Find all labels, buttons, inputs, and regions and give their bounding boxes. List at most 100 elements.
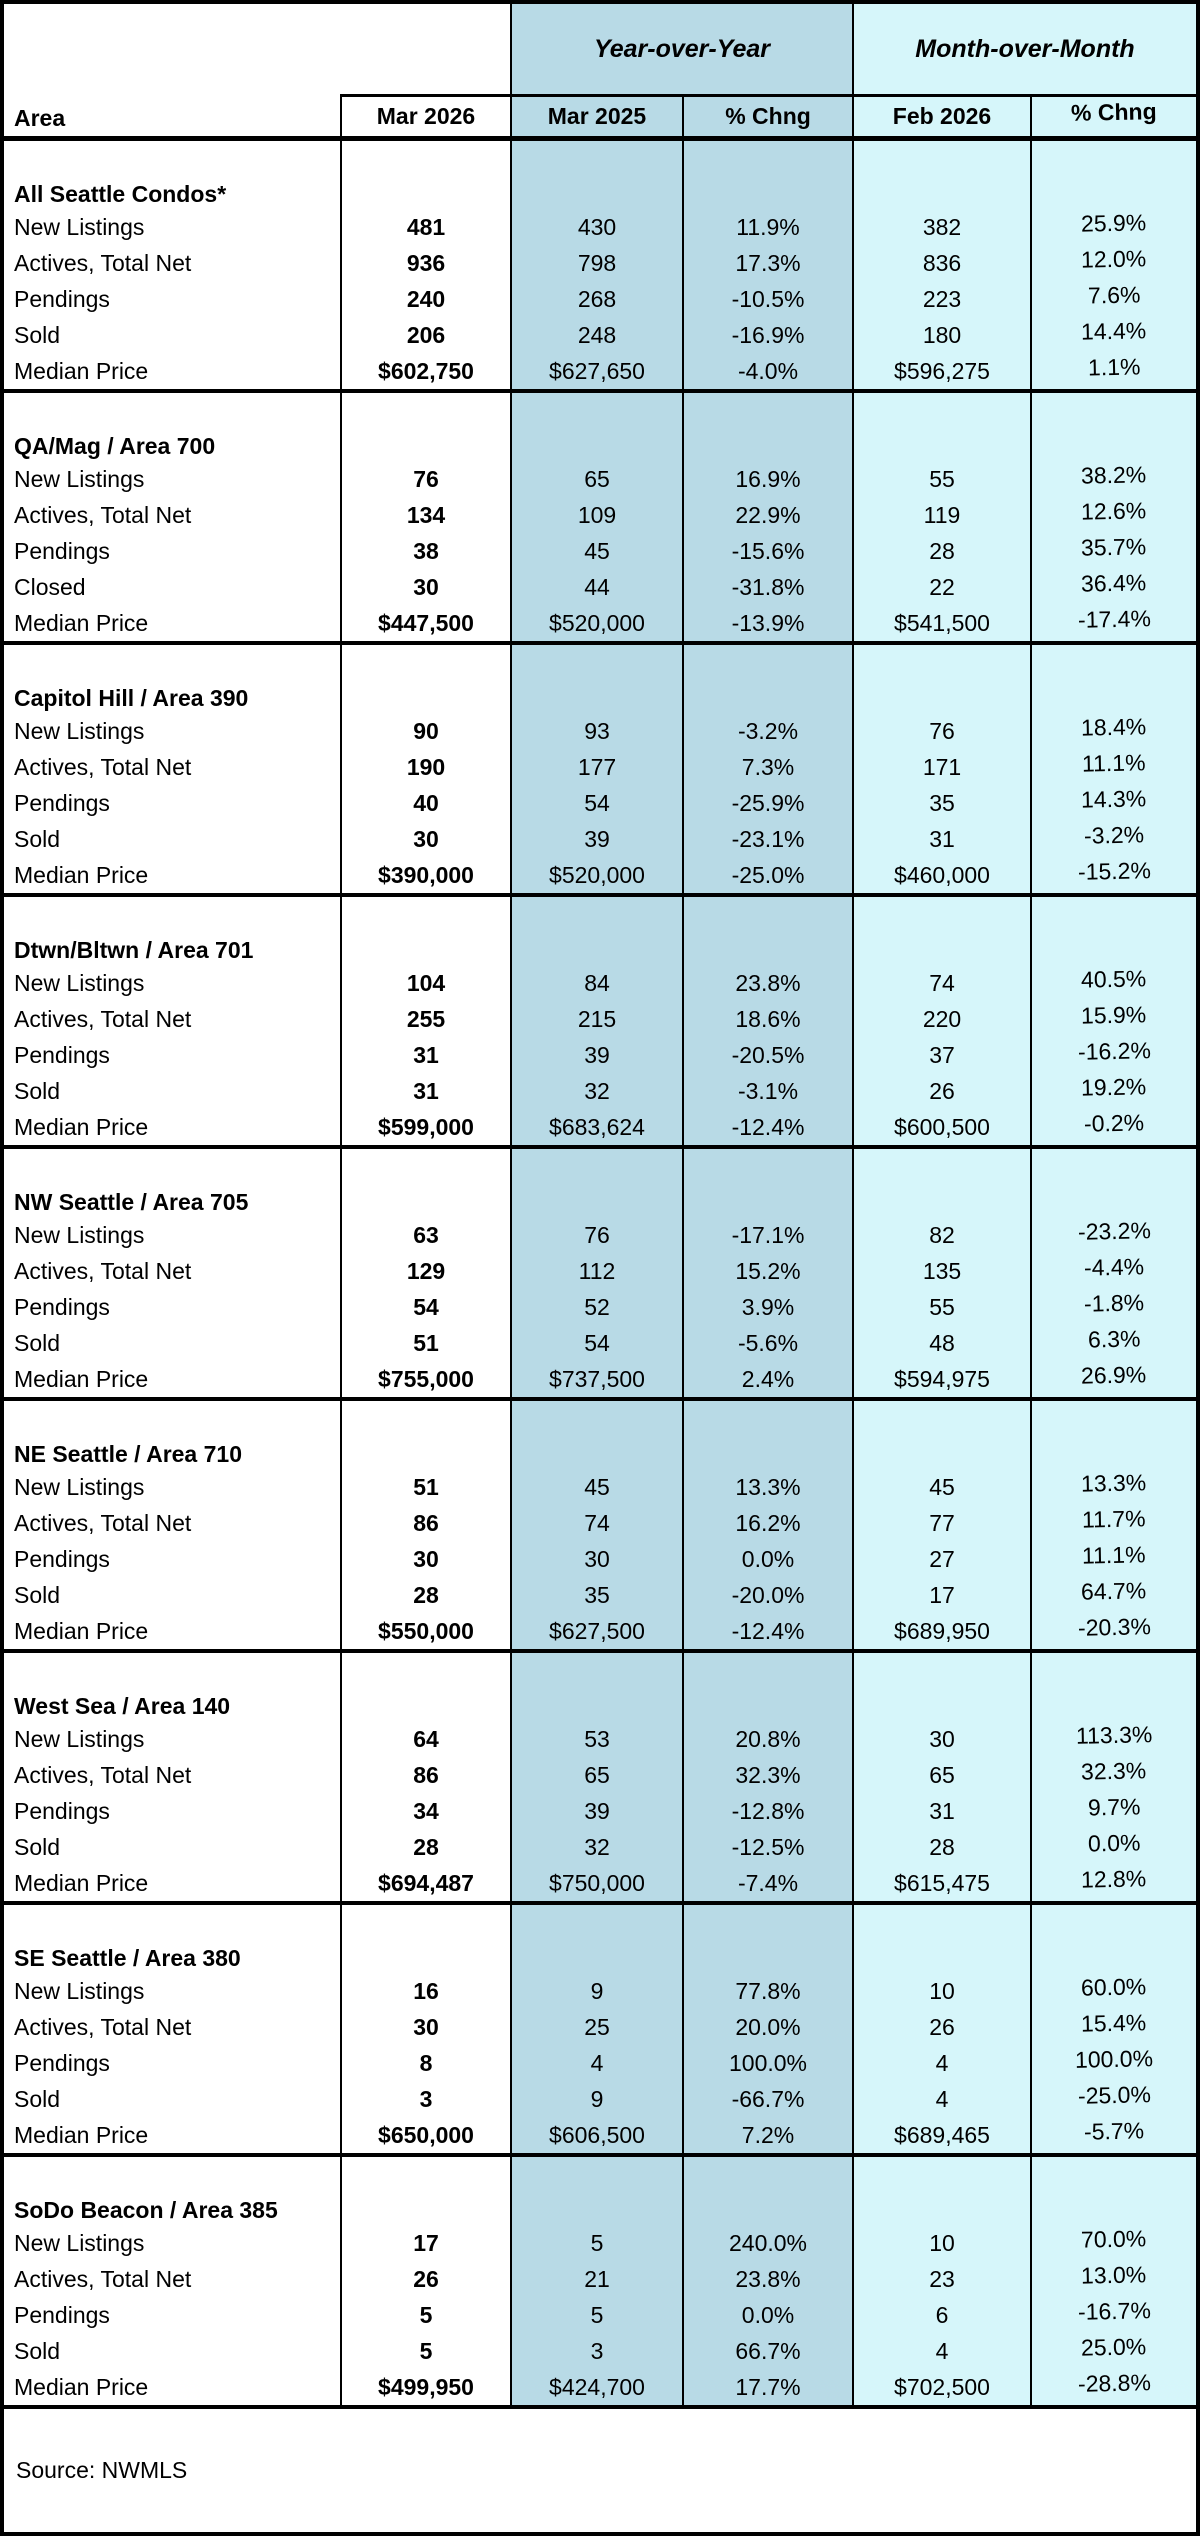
value-mom-pct-chng: 15.4%: [1081, 2009, 1147, 2037]
col-header-yoy-pct-chng: % Chng: [682, 94, 852, 136]
value-yoy-pct-chng: -20.0%: [682, 1577, 852, 1613]
column-header-row: Area Mar 2026 Mar 2025 % Chng Feb 2026 %…: [4, 94, 1196, 141]
value-yoy-pct-chng: -12.4%: [682, 1613, 852, 1649]
value-mar-2026: $650,000: [340, 2117, 510, 2153]
value-mom-pct-chng: 7.6%: [1087, 281, 1141, 309]
table-row: Pendings 30 30 0.0% 27 11.1%: [4, 1541, 1196, 1577]
value-mom-pct-chng: 12.0%: [1081, 245, 1147, 273]
value-yoy-pct-chng: -3.2%: [682, 713, 852, 749]
value-mar-2025: 9: [510, 1973, 682, 2009]
value-mar-2025: 53: [510, 1721, 682, 1757]
table-row: Actives, Total Net 134 109 22.9% 119 12.…: [4, 497, 1196, 533]
value-mom-pct-chng-cell: -28.8%: [1030, 2369, 1196, 2405]
value-feb-2026: 382: [852, 209, 1030, 245]
value-mar-2026: 76: [340, 461, 510, 497]
area-section: West Sea / Area 140 New Listings 64 53 2…: [4, 1653, 1196, 1905]
value-mom-pct-chng-cell: -3.2%: [1030, 821, 1196, 857]
value-mar-2026: 28: [340, 1577, 510, 1613]
value-mar-2026: 86: [340, 1757, 510, 1793]
value-mar-2026: 255: [340, 1001, 510, 1037]
section-title-row: NE Seattle / Area 710: [4, 1429, 1196, 1469]
value-feb-2026: 76: [852, 713, 1030, 749]
value-mar-2025: 65: [510, 1757, 682, 1793]
value-mom-pct-chng-cell: 40.5%: [1030, 965, 1196, 1001]
section-title: All Seattle Condos*: [14, 181, 227, 207]
table-row: Pendings 240 268 -10.5% 223 7.6%: [4, 281, 1196, 317]
row-label: Closed: [14, 573, 86, 600]
value-feb-2026: 55: [852, 1289, 1030, 1325]
section-title-row: SE Seattle / Area 380: [4, 1933, 1196, 1973]
value-feb-2026: 836: [852, 245, 1030, 281]
row-label: Actives, Total Net: [14, 2013, 192, 2040]
value-mar-2025: 112: [510, 1253, 682, 1289]
row-label: Median Price: [14, 609, 149, 636]
row-label: Actives, Total Net: [14, 501, 192, 528]
table-row: Pendings 31 39 -20.5% 37 -16.2%: [4, 1037, 1196, 1073]
value-yoy-pct-chng: -12.5%: [682, 1829, 852, 1865]
value-mom-pct-chng: 12.6%: [1081, 497, 1147, 525]
value-mar-2025: 54: [510, 785, 682, 821]
value-mar-2026: $447,500: [340, 605, 510, 641]
value-mom-pct-chng-cell: -4.4%: [1030, 1253, 1196, 1289]
section-title-row: Capitol Hill / Area 390: [4, 673, 1196, 713]
value-mar-2026: $694,487: [340, 1865, 510, 1901]
value-mar-2025: 54: [510, 1325, 682, 1361]
value-mar-2025: $520,000: [510, 857, 682, 893]
value-mom-pct-chng-cell: 7.6%: [1030, 281, 1196, 317]
value-mar-2025: 430: [510, 209, 682, 245]
value-mar-2026: 31: [340, 1037, 510, 1073]
value-mom-pct-chng: -5.7%: [1083, 2117, 1145, 2145]
area-section: NW Seattle / Area 705 New Listings 63 76…: [4, 1149, 1196, 1401]
value-mar-2026: 28: [340, 1829, 510, 1865]
row-label: Median Price: [14, 1869, 149, 1896]
value-mom-pct-chng: 25.0%: [1081, 2333, 1147, 2361]
value-mom-pct-chng-cell: 12.0%: [1030, 245, 1196, 281]
yoy-group-header: Year-over-Year: [510, 4, 852, 94]
table-row: Sold 28 35 -20.0% 17 64.7%: [4, 1577, 1196, 1613]
table-row: Pendings 38 45 -15.6% 28 35.7%: [4, 533, 1196, 569]
value-feb-2026: 4: [852, 2333, 1030, 2369]
value-mar-2026: 8: [340, 2045, 510, 2081]
value-yoy-pct-chng: 23.8%: [682, 2261, 852, 2297]
value-mar-2025: 798: [510, 245, 682, 281]
value-mom-pct-chng: 11.1%: [1081, 749, 1147, 777]
value-mom-pct-chng: -15.2%: [1077, 857, 1151, 885]
value-mom-pct-chng: 0.0%: [1087, 1829, 1141, 1857]
row-label: New Listings: [14, 1221, 145, 1248]
value-mom-pct-chng-cell: 18.4%: [1030, 713, 1196, 749]
value-mar-2025: 32: [510, 1073, 682, 1109]
row-label: Pendings: [14, 2049, 110, 2076]
value-feb-2026: 135: [852, 1253, 1030, 1289]
value-yoy-pct-chng: 23.8%: [682, 965, 852, 1001]
row-label: Median Price: [14, 2373, 149, 2400]
value-mar-2025: 5: [510, 2225, 682, 2261]
value-yoy-pct-chng: 66.7%: [682, 2333, 852, 2369]
value-yoy-pct-chng: 16.2%: [682, 1505, 852, 1541]
area-section: Capitol Hill / Area 390 New Listings 90 …: [4, 645, 1196, 897]
table-row: New Listings 90 93 -3.2% 76 18.4%: [4, 713, 1196, 749]
section-spacer-row: [4, 897, 1196, 925]
value-mom-pct-chng-cell: 19.2%: [1030, 1073, 1196, 1109]
value-mom-pct-chng: 26.9%: [1081, 1361, 1147, 1389]
value-mar-2026: 38: [340, 533, 510, 569]
value-mom-pct-chng: 60.0%: [1081, 1973, 1147, 2001]
section-spacer-row: [4, 1905, 1196, 1933]
value-feb-2026: 4: [852, 2045, 1030, 2081]
value-mom-pct-chng-cell: 64.7%: [1030, 1577, 1196, 1613]
row-label: New Listings: [14, 1977, 145, 2004]
value-yoy-pct-chng: 16.9%: [682, 461, 852, 497]
value-mom-pct-chng-cell: 100.0%: [1030, 2045, 1196, 2081]
value-mar-2025: 39: [510, 1793, 682, 1829]
table-row: Sold 3 9 -66.7% 4 -25.0%: [4, 2081, 1196, 2117]
table-row: Median Price $499,950 $424,700 17.7% $70…: [4, 2369, 1196, 2405]
value-mar-2025: 177: [510, 749, 682, 785]
section-title: NE Seattle / Area 710: [14, 1441, 242, 1467]
value-mar-2026: 190: [340, 749, 510, 785]
value-yoy-pct-chng: 100.0%: [682, 2045, 852, 2081]
value-mom-pct-chng-cell: 32.3%: [1030, 1757, 1196, 1793]
table-row: Median Price $550,000 $627,500 -12.4% $6…: [4, 1613, 1196, 1649]
value-mar-2025: 215: [510, 1001, 682, 1037]
value-yoy-pct-chng: 77.8%: [682, 1973, 852, 2009]
section-title-row: West Sea / Area 140: [4, 1681, 1196, 1721]
value-feb-2026: 17: [852, 1577, 1030, 1613]
